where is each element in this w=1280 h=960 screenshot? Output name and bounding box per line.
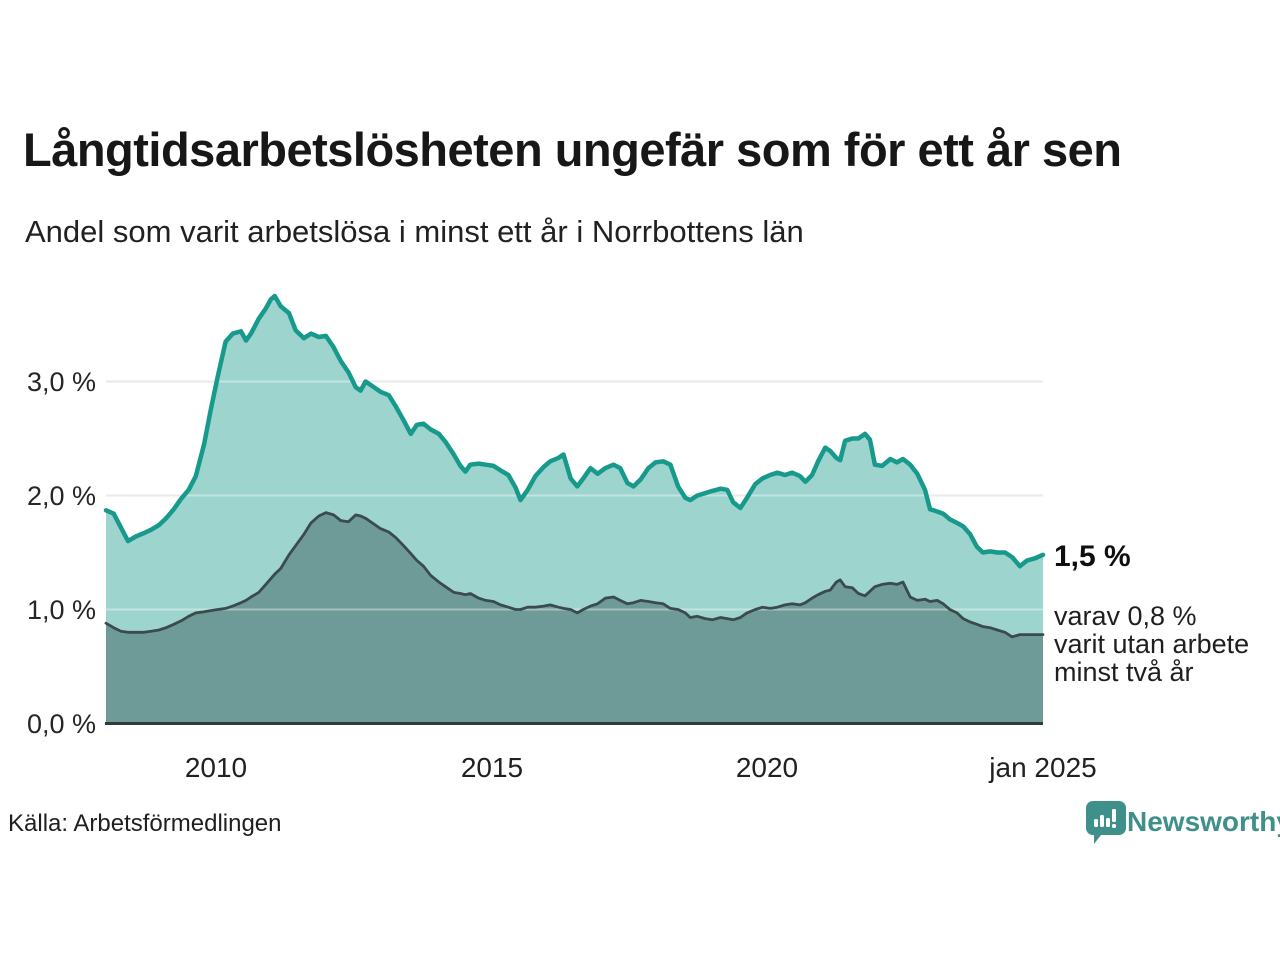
x-tick-label: 2010 — [184, 752, 248, 783]
sub-annotation-line-1: varav 0,8 % — [1054, 601, 1197, 631]
chart-subtitle: Andel som varit arbetslösa i minst ett å… — [25, 214, 804, 249]
series-line-two-years — [104, 511, 1045, 639]
y-tick-label: 3,0 % — [26, 366, 96, 397]
series-line-total — [103, 293, 1046, 569]
y-tick-label: 2,0 % — [26, 480, 96, 511]
y-tick-label: 1,0 % — [26, 594, 96, 625]
sub-value-annotation: varav 0,8 % varit utan arbete minst två … — [1054, 602, 1249, 686]
newsworthy-brand-name: Newsworthy — [1127, 806, 1280, 837]
latest-value-annotation: 1,5 % — [1054, 540, 1131, 573]
y-tick-label: 0,0 % — [26, 708, 96, 739]
newsworthy-logo-icon — [1086, 801, 1126, 844]
x-tick-label: 2015 — [460, 752, 524, 783]
gridlines-overlay — [106, 380, 1043, 611]
sub-annotation-line-2: varit utan arbete — [1054, 629, 1250, 659]
page-title: Långtidsarbetslösheten ungefär som för e… — [23, 123, 1122, 176]
area-fill-two-years — [106, 512, 1043, 724]
x-tick-label: jan 2025 — [989, 752, 1097, 783]
x-tick-label: 2020 — [735, 752, 799, 783]
source-credit: Källa: Arbetsförmedlingen — [8, 810, 282, 837]
sub-annotation-line-3: minst två år — [1054, 657, 1194, 687]
